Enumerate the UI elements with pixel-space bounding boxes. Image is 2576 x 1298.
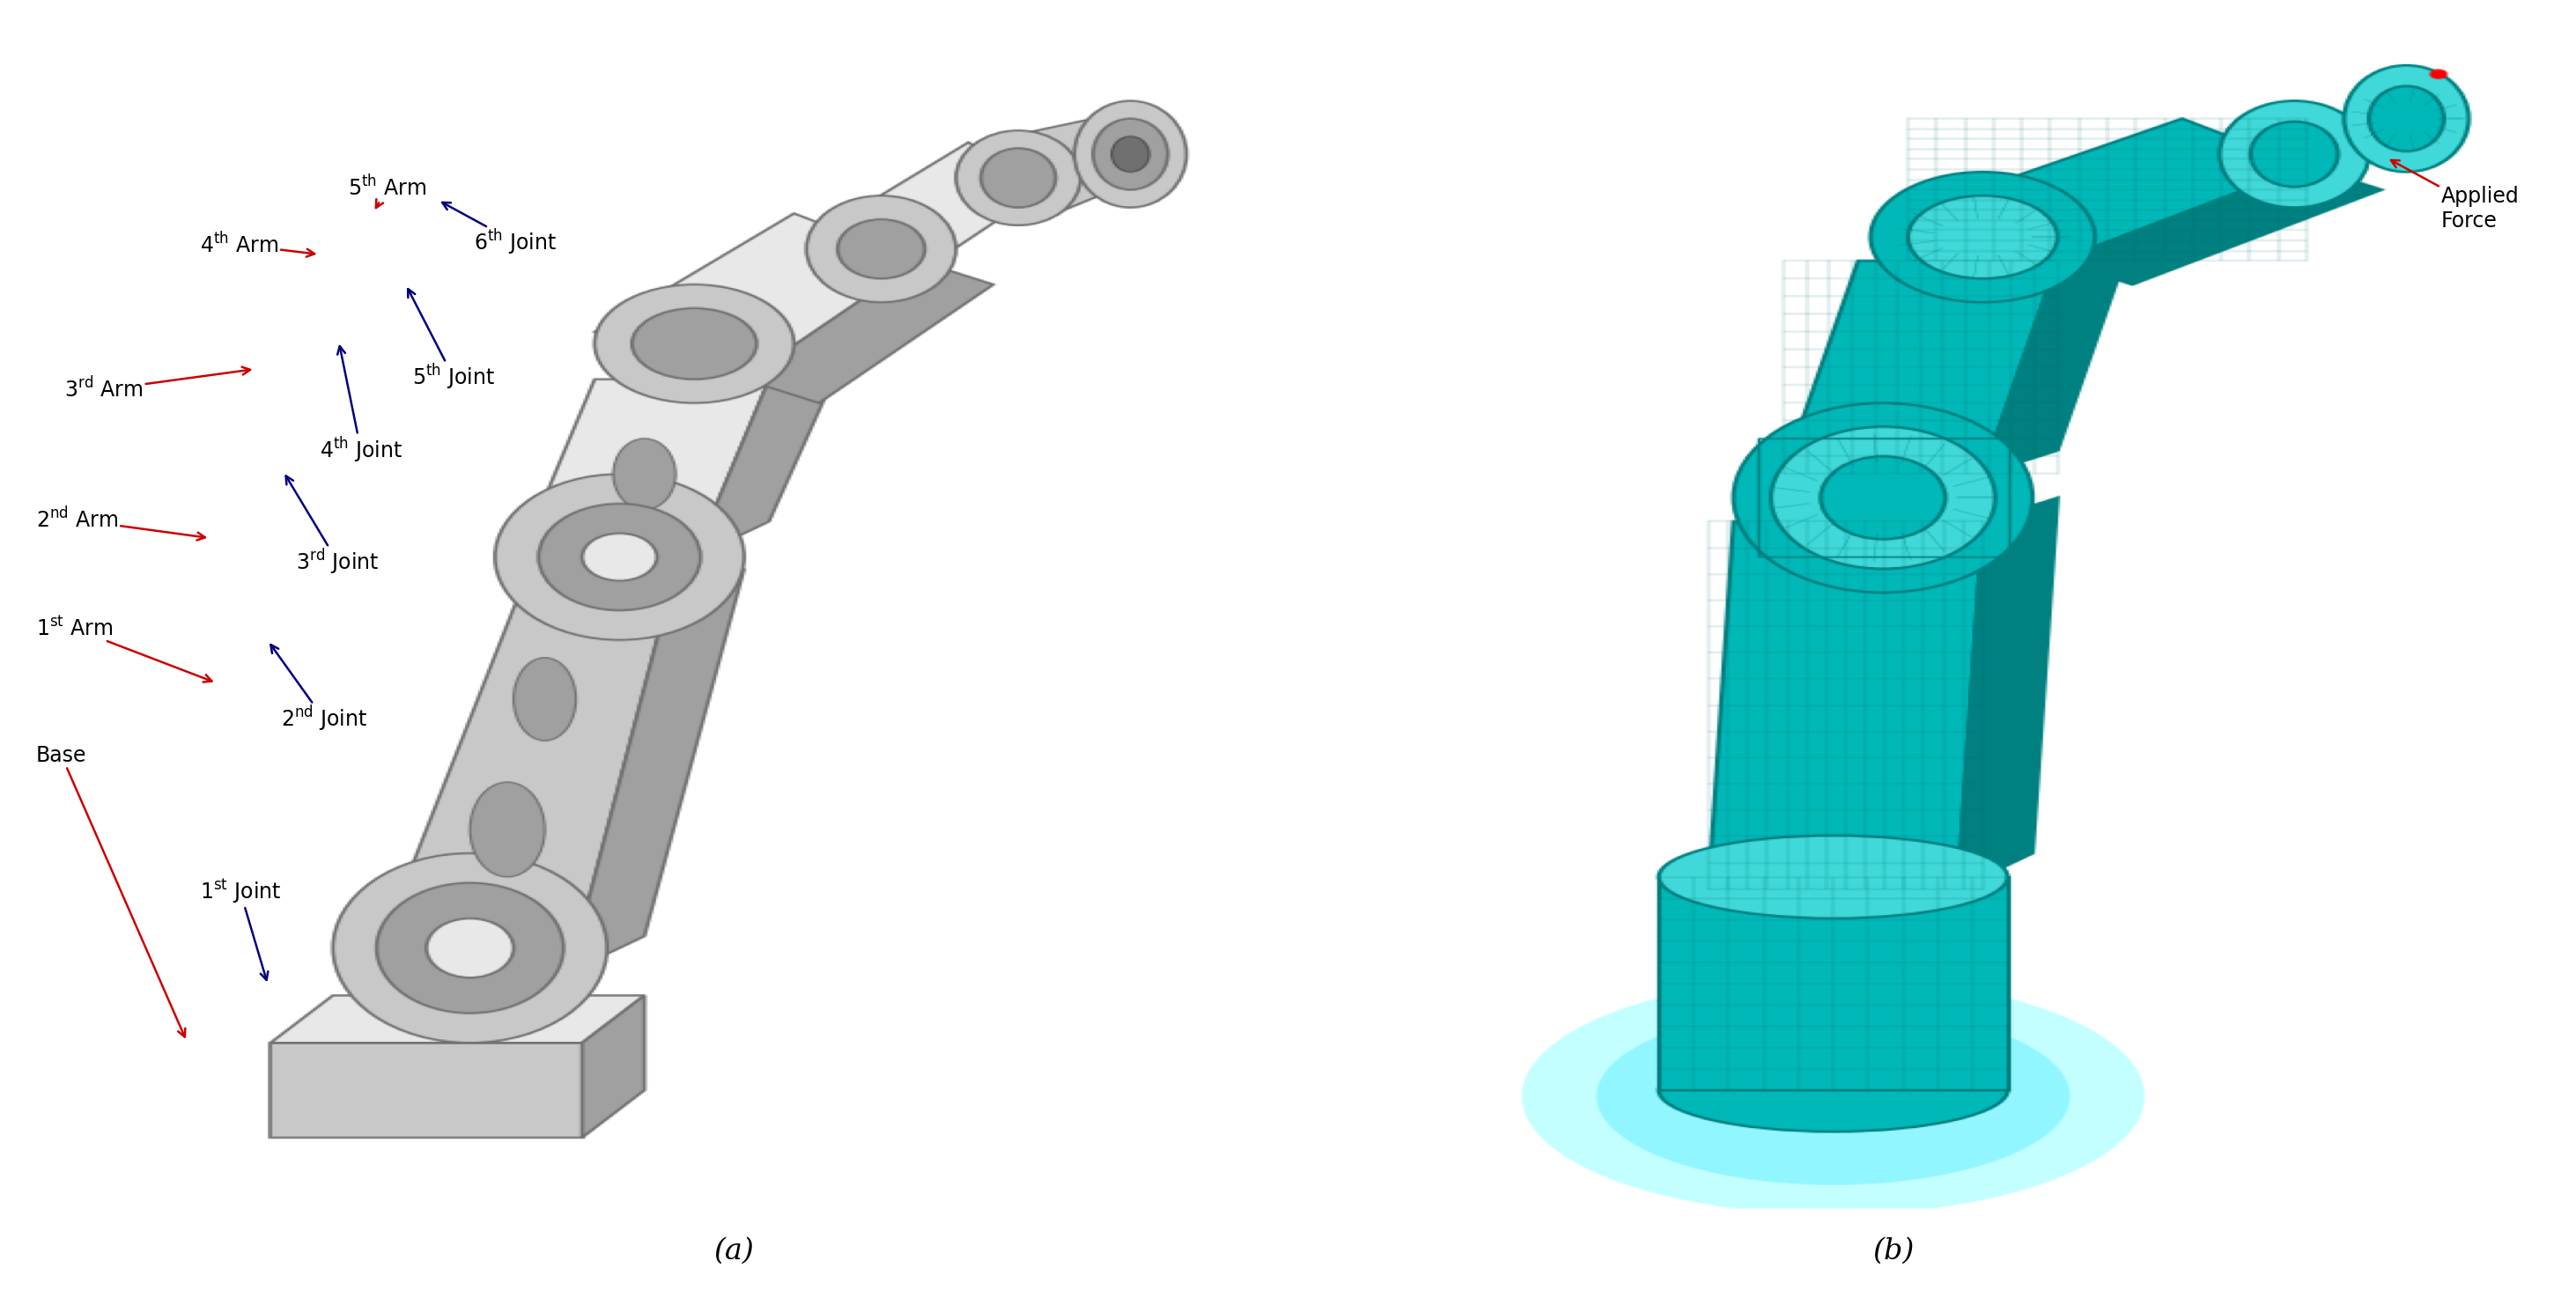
Text: 3$^{\mathrm{rd}}$ Joint: 3$^{\mathrm{rd}}$ Joint [286,476,379,578]
Text: 2$^{\mathrm{nd}}$ Arm: 2$^{\mathrm{nd}}$ Arm [36,508,206,540]
Text: 4$^{\mathrm{th}}$ Joint: 4$^{\mathrm{th}}$ Joint [319,347,402,465]
Text: 3$^{\mathrm{rd}}$ Arm: 3$^{\mathrm{rd}}$ Arm [64,367,250,402]
Text: 2$^{\mathrm{nd}}$ Joint: 2$^{\mathrm{nd}}$ Joint [270,645,368,733]
Text: 5$^{\mathrm{th}}$ Arm: 5$^{\mathrm{th}}$ Arm [348,175,428,208]
Text: 6$^{\mathrm{th}}$ Joint: 6$^{\mathrm{th}}$ Joint [443,202,556,257]
Text: (a): (a) [714,1237,755,1266]
Text: 1$^{\mathrm{st}}$ Arm: 1$^{\mathrm{st}}$ Arm [36,617,211,681]
Text: 1$^{\mathrm{st}}$ Joint: 1$^{\mathrm{st}}$ Joint [201,877,281,980]
Text: Base: Base [36,745,185,1037]
Text: 5$^{\mathrm{th}}$ Joint: 5$^{\mathrm{th}}$ Joint [407,289,495,392]
Text: 4$^{\mathrm{th}}$ Arm: 4$^{\mathrm{th}}$ Arm [201,232,314,257]
Text: (b): (b) [1873,1237,1914,1266]
Text: Applied
Force: Applied Force [2391,160,2519,231]
